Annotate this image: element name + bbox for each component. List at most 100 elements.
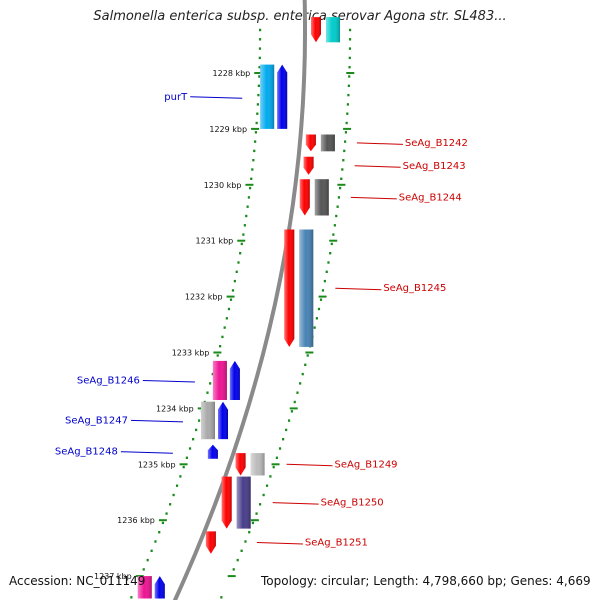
ruler-dot-right	[255, 512, 258, 515]
tick-label: 1229 kbp	[209, 125, 247, 134]
ruler-dot-left	[254, 131, 258, 134]
tick-layer: 1228 kbp 1229 kbp 1230 kbp 1231 kbp 1232 kbp…	[94, 69, 355, 581]
gene-label-leader	[190, 96, 243, 99]
gene-arrow-shade	[229, 360, 240, 400]
ruler-dot-right	[344, 140, 347, 143]
tick-label: 1236 kbp	[117, 516, 155, 525]
ruler-dot-right	[236, 558, 239, 562]
tick-label: 1230 kbp	[204, 181, 242, 190]
gene-label-leader	[142, 379, 195, 383]
gene-label: SeAg_B1248	[55, 447, 118, 458]
ruler-dot-right	[325, 270, 328, 273]
cog-box-shade	[137, 576, 152, 599]
ruler-dot-right	[339, 186, 342, 190]
ruler-dot-left	[246, 205, 249, 208]
ruler-dot-left	[221, 335, 224, 339]
ruler-dot-left	[231, 289, 235, 292]
gene-label: SeAg_B1246	[77, 375, 140, 386]
gene-label: SeAg_B1251	[305, 538, 368, 549]
ruler-dot-right	[340, 177, 343, 180]
tick-label: 1237 kbp	[94, 572, 132, 581]
ruler-dot-right	[337, 196, 340, 199]
ruler-dots-layer	[130, 28, 352, 599]
ruler-dot-left	[243, 224, 246, 227]
ruler-dot-right	[347, 93, 350, 97]
gene-label: SeAg_B1242	[405, 138, 468, 149]
ruler-dot-right	[321, 289, 325, 292]
ruler-dot-left	[172, 493, 175, 497]
ruler-dot-right	[349, 28, 352, 32]
ruler-dot-right	[332, 233, 335, 236]
ruler-dot-right	[240, 549, 243, 552]
ruler-dot-right	[285, 428, 288, 432]
gene-arrow-shade	[305, 134, 316, 152]
ruler-dot-right	[348, 75, 351, 78]
ruler-dot-left	[233, 279, 236, 283]
ruler-dot-right	[323, 279, 326, 283]
ruler-dot-left	[142, 568, 145, 571]
gene-label-leader	[335, 287, 382, 291]
ruler-dot-right	[248, 531, 251, 534]
ruler-dot-right	[244, 540, 247, 543]
ruler-dot-right	[319, 298, 323, 301]
ruler-dot-right	[346, 112, 349, 115]
ruler-dot-left	[227, 307, 231, 311]
ruler-dot-left	[175, 484, 179, 487]
ruler-dot-right	[335, 214, 338, 218]
gene-label-leader	[131, 419, 184, 423]
ruler-dot-left	[225, 317, 228, 320]
cog-box-shade	[260, 64, 275, 129]
gene-label: purT	[164, 92, 188, 103]
cog-box-shade	[250, 453, 265, 476]
ruler-dot-right	[348, 47, 352, 50]
ruler-dot-left	[254, 140, 257, 143]
ruler-dot-right	[265, 484, 269, 487]
cog-box-shade	[236, 476, 251, 529]
ruler-dot-left	[258, 75, 261, 78]
tick-label: 1232 kbp	[185, 293, 223, 302]
ruler-dot-left	[242, 233, 245, 236]
ruler-dot-left	[258, 38, 262, 41]
gene-arrow-shade	[303, 156, 314, 175]
ruler-dot-right	[336, 205, 339, 208]
ruler-dot-right	[346, 103, 349, 106]
gene-label-leader	[120, 451, 173, 454]
ruler-dot-right	[287, 419, 291, 422]
gene-label-leader	[256, 542, 303, 545]
ruler-dot-right	[220, 596, 223, 599]
ruler-dot-left	[258, 47, 262, 50]
gene-arrow-shade	[311, 17, 321, 43]
gene-label-leader	[286, 463, 333, 467]
ruler-dot-right	[262, 493, 265, 497]
genome-backbone	[172, 0, 307, 600]
gene-arrow-shade	[154, 576, 165, 599]
ruler-dot-left	[250, 177, 253, 180]
ruler-dot-right	[301, 372, 304, 376]
cog-box-shade	[314, 179, 329, 216]
ruler-dot-right	[344, 131, 348, 134]
gene-layer	[137, 17, 340, 599]
ruler-dot-left	[256, 103, 259, 106]
ruler-dot-right	[251, 521, 255, 525]
gene-label: SeAg_B1249	[335, 459, 398, 470]
ruler-dot-left	[245, 214, 248, 218]
gene-label: SeAg_B1243	[403, 161, 466, 172]
ruler-dot-left	[154, 540, 157, 543]
ruler-dot-left	[211, 372, 214, 376]
ruler-dot-left	[257, 93, 260, 97]
gene-label: SeAg_B1245	[383, 283, 446, 294]
gene-arrow-shade	[284, 229, 295, 347]
ruler-dot-left	[206, 391, 209, 394]
topology-text: Topology: circular; Length: 4,798,660 bp…	[261, 574, 591, 588]
ruler-dot-right	[278, 447, 282, 450]
ruler-dot-right	[315, 317, 318, 320]
ruler-dot-right	[327, 261, 330, 264]
ruler-dot-left	[256, 112, 259, 115]
ruler-dot-left	[249, 186, 252, 190]
ruler-dot-right	[348, 66, 351, 69]
ruler-dot-right	[304, 363, 307, 366]
gene-label: SeAg_B1250	[321, 498, 384, 509]
ruler-dot-left	[247, 196, 250, 199]
gene-label: SeAg_B1244	[399, 192, 462, 203]
